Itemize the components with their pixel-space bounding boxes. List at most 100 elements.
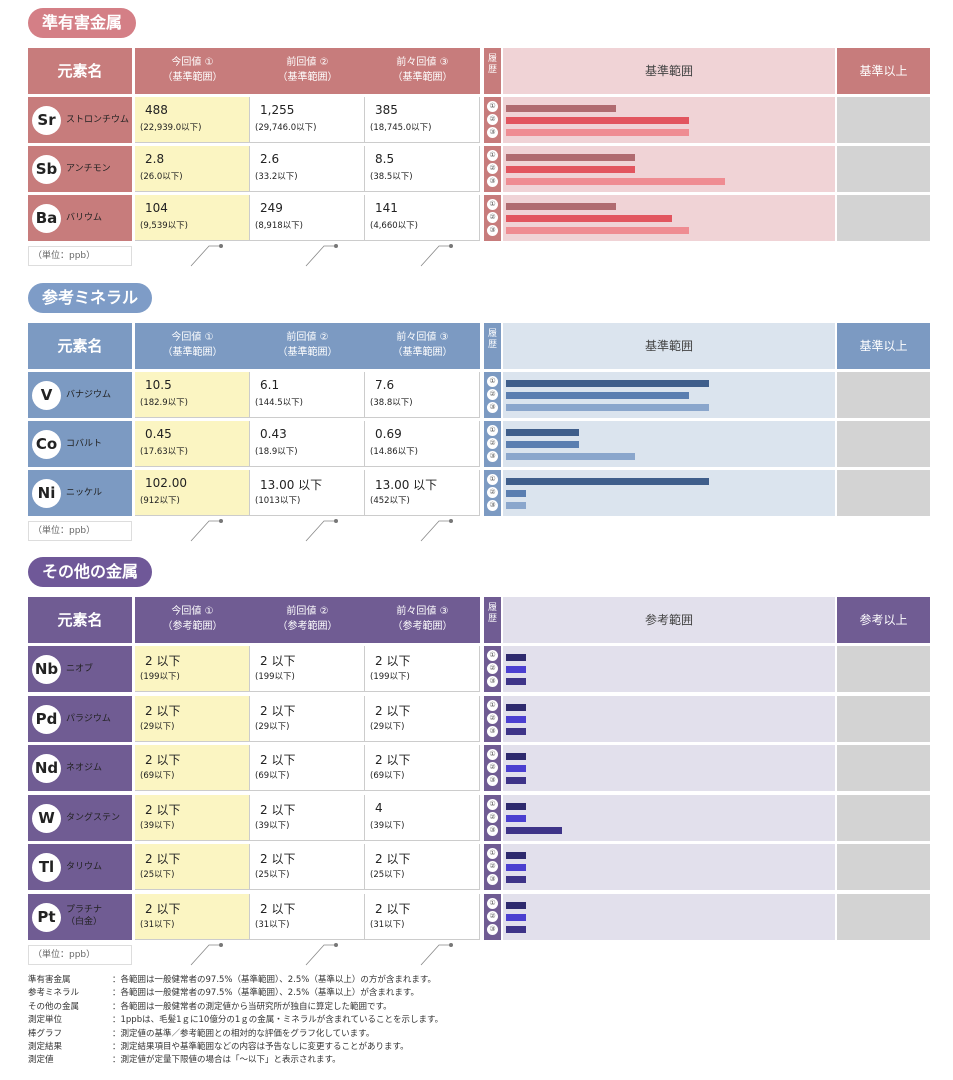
section-title: 参考ミネラル [28, 283, 152, 313]
element-name: バリウム [66, 213, 103, 223]
before-previous-value-cell: 2 以下 (29以下) [365, 695, 480, 742]
previous-value-cell: 249 (8,918以下) [250, 195, 365, 241]
over-range-cell [837, 695, 930, 742]
range-limit: (912以下) [140, 496, 180, 506]
value: 2.8 [145, 152, 165, 166]
bar-before-previous [506, 227, 689, 234]
header-current-text-2: （基準範囲） [162, 72, 223, 83]
over-range-cell [837, 470, 930, 516]
bar-previous [506, 490, 526, 497]
header-history-text-1: 履歴 [487, 329, 497, 350]
history-marker: ② [487, 212, 498, 223]
bar-current [506, 380, 709, 387]
bar-previous [506, 814, 526, 822]
element-symbol: Pt [32, 902, 61, 932]
header-range: 基準範囲 [503, 323, 835, 369]
header-history: 履歴 [484, 323, 501, 369]
element-name-line2: （白金） [66, 916, 103, 927]
history-marker: ② [487, 114, 498, 125]
before-previous-value-cell: 2 以下 (69以下) [365, 745, 480, 791]
range-limit: (29,746.0以下) [255, 123, 317, 133]
section-3: その他の金属 元素名 今回値 ① （参考範囲） 前回値 ② （参考範囲） 前々回値 ③ （参考… [28, 557, 930, 1000]
previous-value-cell: 1,255 (29,746.0以下) [250, 97, 365, 143]
header-over-text-1: 基準以上 [859, 64, 908, 78]
bar-before-previous [506, 129, 689, 136]
range-limit: (26.0以下) [140, 172, 183, 182]
element-cell: Tl タリウム [28, 844, 132, 890]
bar-graph-cell [503, 745, 835, 791]
element-symbol: Ni [32, 479, 61, 508]
over-range-cell [837, 844, 930, 890]
bar-before-previous [506, 727, 526, 735]
bar-graph-cell [503, 421, 835, 467]
table-row: Co コバルト 0.45 (17.63以下) 0.43 (18.9以下) 0.69 (14.8… [28, 421, 930, 467]
footnote-key: 測定値 [28, 1055, 54, 1066]
before-previous-value-cell: 2 以下 (31以下) [365, 893, 480, 940]
value: 2 以下 [260, 802, 296, 817]
footnote-key: 測定結果 [28, 1041, 63, 1052]
element-name: コバルト [66, 439, 103, 449]
bar-current [506, 429, 579, 436]
connector-dot [219, 943, 223, 947]
element-name: ニッケル [66, 488, 103, 498]
range-limit: (144.5以下) [255, 398, 303, 408]
history-marker: ③ [487, 176, 498, 187]
bar-previous [506, 166, 635, 173]
value: 13.00 以下 [375, 478, 438, 492]
history-marker: ① [487, 150, 498, 161]
element-symbol: W [32, 803, 61, 833]
connector-line [305, 944, 336, 966]
connector-dot [449, 519, 453, 523]
current-value-cell: 10.5 (182.9以下) [135, 372, 250, 418]
bar-current [506, 654, 526, 661]
range-limit: (199以下) [140, 672, 180, 682]
header-before-previous: 前々回値 ③ （基準範囲） [365, 323, 480, 369]
range-limit: (38.5以下) [370, 172, 413, 182]
section-2: 参考ミネラル 元素名 今回値 ① （基準範囲） 前回値 ② （基準範囲） 前々回値 ③ （基準… [28, 283, 930, 576]
section-title: その他の金属 [28, 557, 152, 587]
range-limit: (39以下) [255, 820, 290, 831]
value: 2 以下 [145, 852, 181, 866]
table-row: Sb アンチモン 2.8 (26.0以下) 2.6 (33.2以下) 8.5 (38.5以下)… [28, 146, 930, 192]
table-header: 元素名 今回値 ① （基準範囲） 前回値 ② （基準範囲） 前々回値 ③ （基準範囲） 履歴 基… [28, 323, 930, 369]
unit-label: （単位：ppb） [28, 945, 132, 965]
value: 0.69 [375, 427, 402, 441]
before-previous-value-cell: 13.00 以下 (452以下) [365, 470, 480, 516]
range-limit: (39以下) [140, 820, 175, 831]
element-name: ニオブ [66, 664, 94, 674]
header-over-text-1: 基準以上 [859, 339, 908, 353]
range-limit: (199以下) [255, 672, 295, 682]
table-row: Sr ストロンチウム 488 (22,939.0以下) 1,255 (29,746.0以下… [28, 97, 930, 143]
footnote-text: ：測定値の基準／参考範囲との相対的な評価をグラフ化しています。 [112, 1028, 375, 1039]
element-cell: V バナジウム [28, 372, 132, 418]
previous-value-cell: 6.1 (144.5以下) [250, 372, 365, 418]
history-marker: ③ [487, 775, 498, 786]
over-range-cell [837, 421, 930, 467]
table-row: Ba バリウム 104 (9,539以下) 249 (8,918以下) 141 (4,660以… [28, 195, 930, 241]
before-previous-value-cell: 385 (18,745.0以下) [365, 97, 480, 143]
range-limit: (69以下) [370, 771, 405, 781]
header-before-previous: 前々回値 ③ （参考範囲） [365, 597, 480, 643]
value: 104 [145, 201, 168, 215]
value: 141 [375, 201, 398, 215]
previous-value-cell: 2 以下 (25以下) [250, 844, 365, 890]
current-value-cell: 2 以下 (31以下) [135, 893, 250, 940]
bar-previous [506, 441, 579, 448]
range-limit: (8,918以下) [255, 221, 303, 231]
header-before-previous-text-2: （参考範囲） [392, 621, 453, 632]
bar-previous [506, 117, 689, 124]
unit-label: （単位：ppb） [28, 521, 132, 541]
history-marker: ① [487, 101, 498, 112]
history-marker: ① [487, 425, 498, 436]
connector-dot [219, 519, 223, 523]
bar-current [506, 203, 616, 210]
header-before-previous-text-1: 前々回値 ③ [396, 332, 449, 343]
value: 8.5 [375, 152, 395, 166]
previous-value-cell: 13.00 以下 (1013以下) [250, 470, 365, 516]
value: 2 以下 [260, 852, 296, 866]
footnote-key: 測定単位 [28, 1015, 63, 1026]
header-before-previous-text-2: （基準範囲） [392, 347, 453, 358]
